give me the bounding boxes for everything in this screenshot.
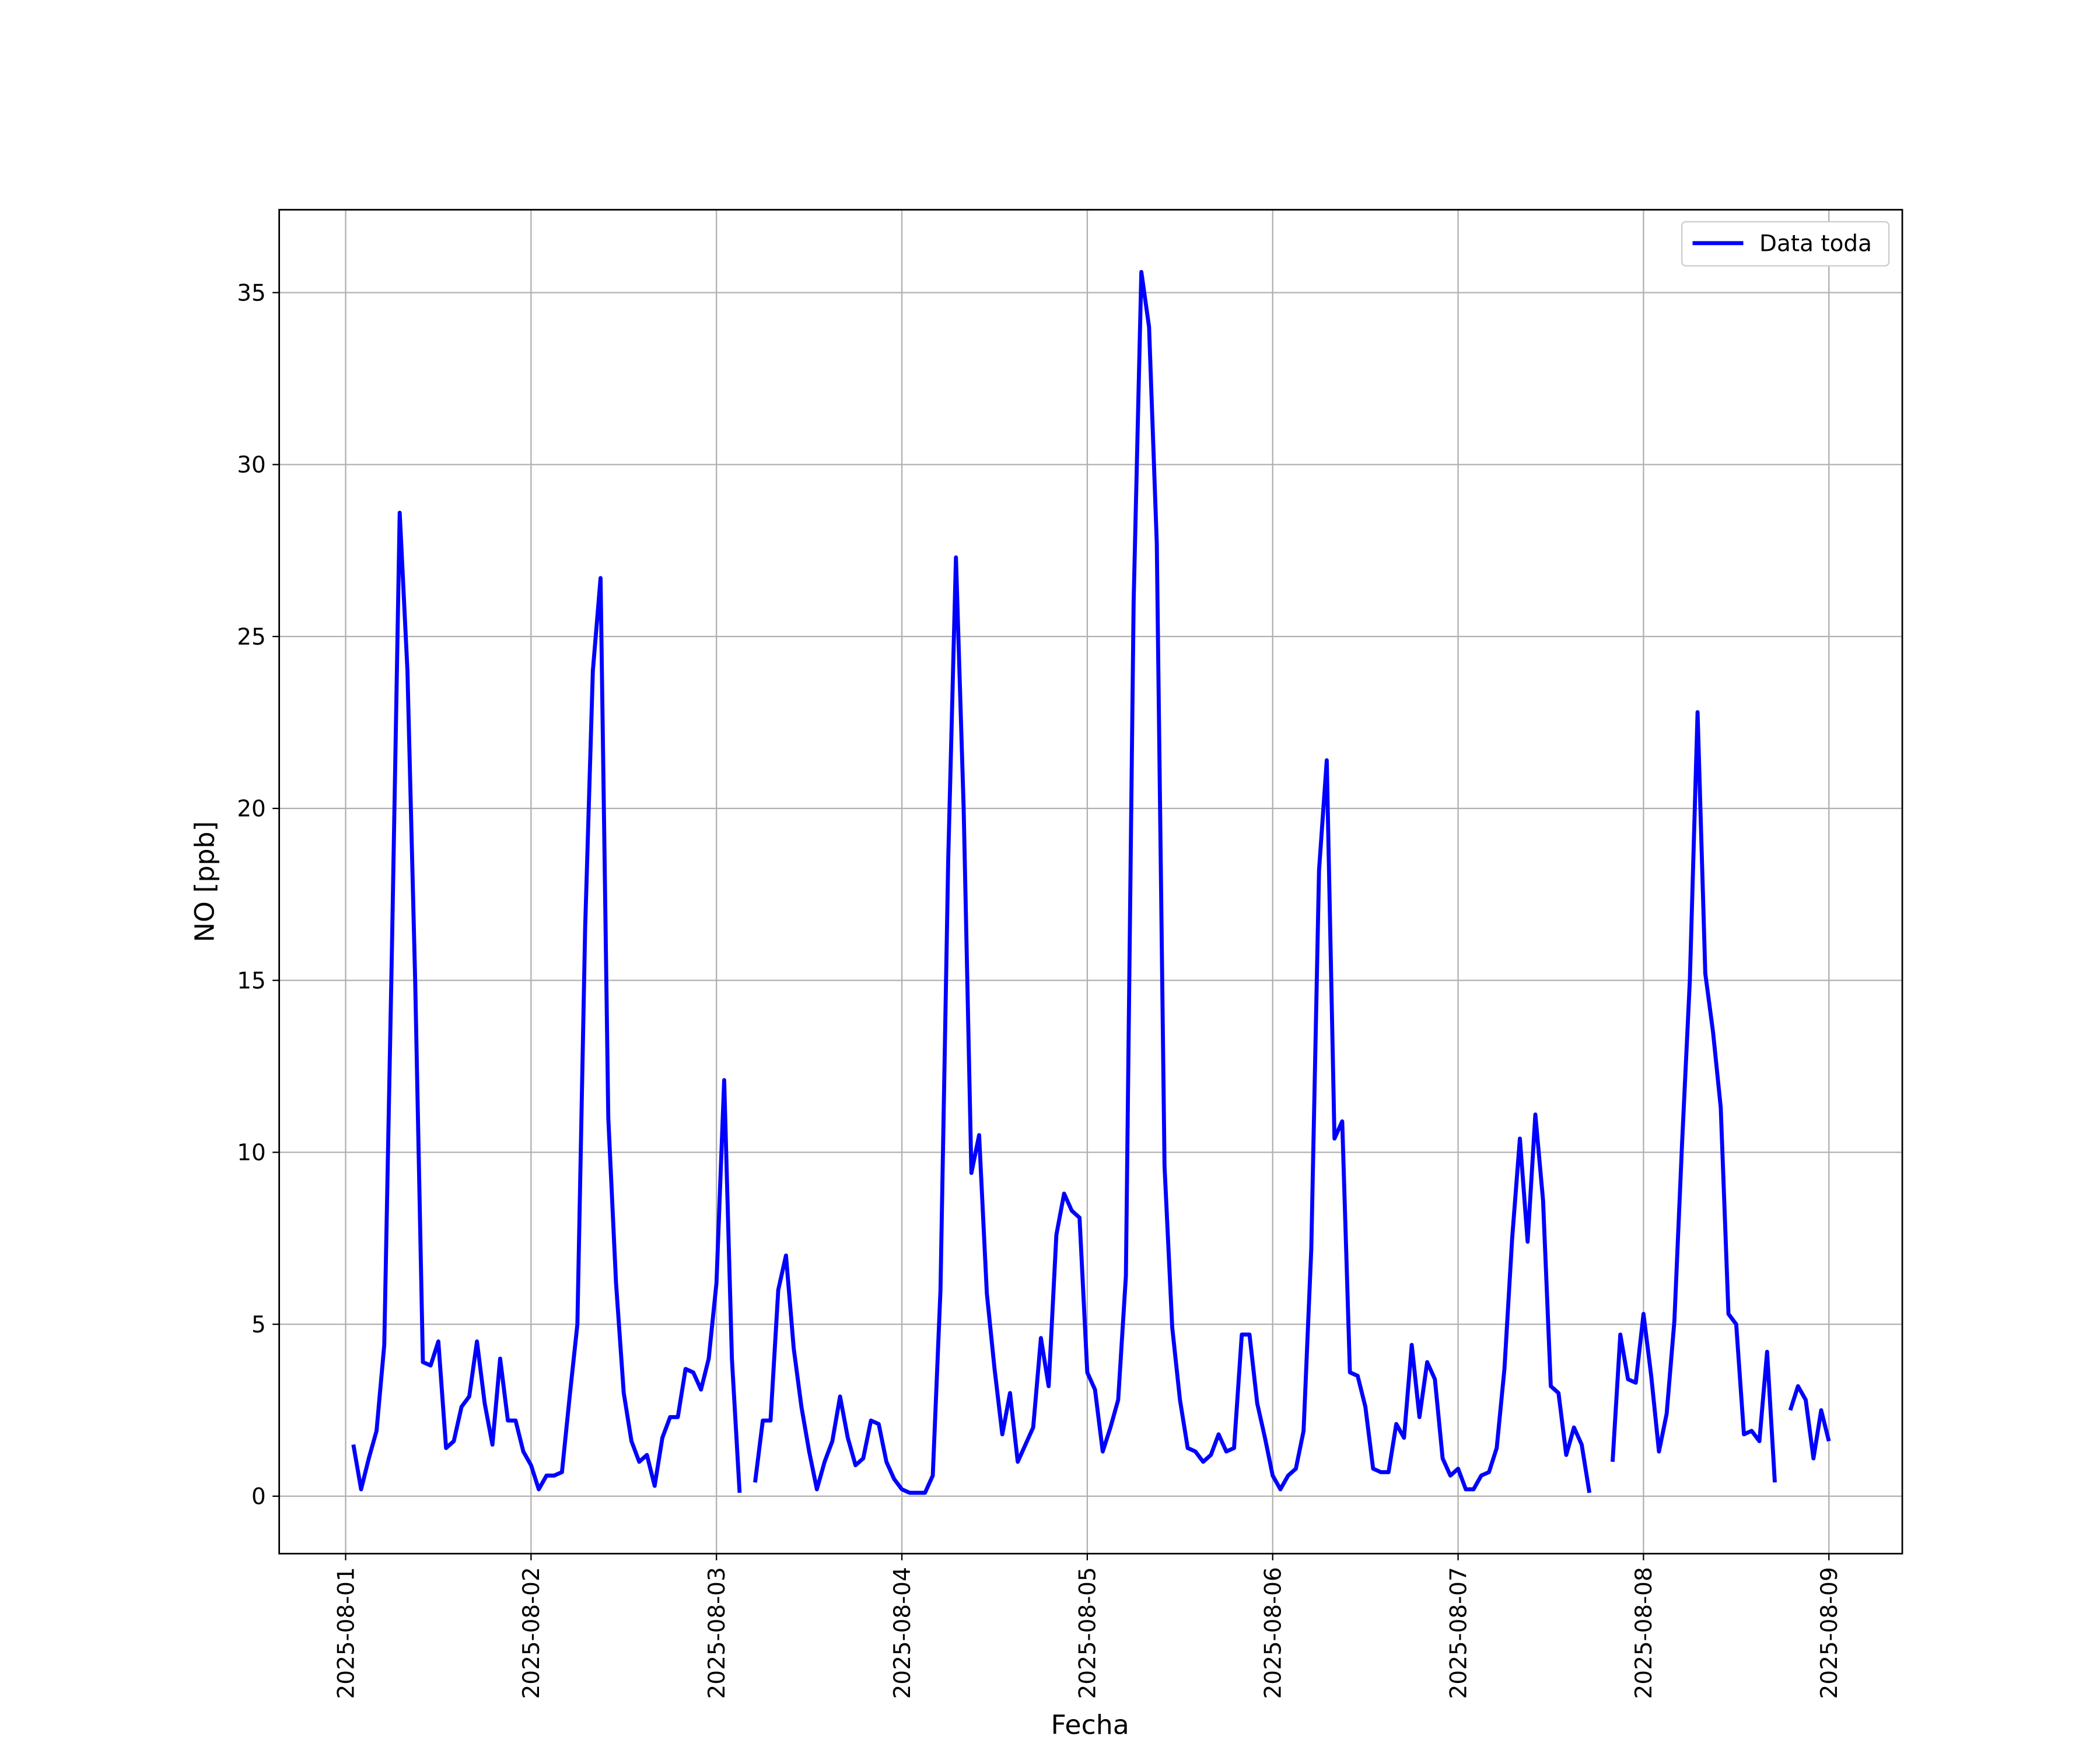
x-tick-label: 2025-08-08 — [1631, 1567, 1657, 1699]
y-tick-label: 5 — [251, 1312, 266, 1338]
x-tick-label: 2025-08-07 — [1446, 1567, 1472, 1699]
plot-frame — [278, 209, 1903, 1555]
y-tick-label: 0 — [251, 1484, 266, 1510]
y-tick-label: 15 — [237, 968, 266, 994]
x-tick-label: 2025-08-01 — [333, 1567, 359, 1699]
x-axis-label: Fecha — [1051, 1709, 1129, 1741]
legend-box — [1681, 221, 1890, 267]
y-tick-label: 30 — [237, 452, 266, 478]
x-tick-label: 2025-08-06 — [1260, 1567, 1286, 1699]
x-tick-label: 2025-08-02 — [519, 1567, 545, 1699]
y-tick-label: 35 — [237, 280, 266, 306]
y-tick-label: 20 — [237, 796, 266, 822]
y-axis-label: NO [ppb] — [188, 821, 220, 943]
x-tick-label: 2025-08-05 — [1075, 1567, 1101, 1699]
y-tick-label: 25 — [237, 624, 266, 650]
legend-label: Data toda — [1759, 231, 1872, 257]
y-tick-label: 10 — [237, 1140, 266, 1166]
x-tick-label: 2025-08-03 — [704, 1567, 730, 1699]
data-line — [351, 270, 1831, 1495]
x-tick-label: 2025-08-09 — [1817, 1567, 1843, 1699]
x-tick-label: 2025-08-04 — [890, 1567, 916, 1699]
